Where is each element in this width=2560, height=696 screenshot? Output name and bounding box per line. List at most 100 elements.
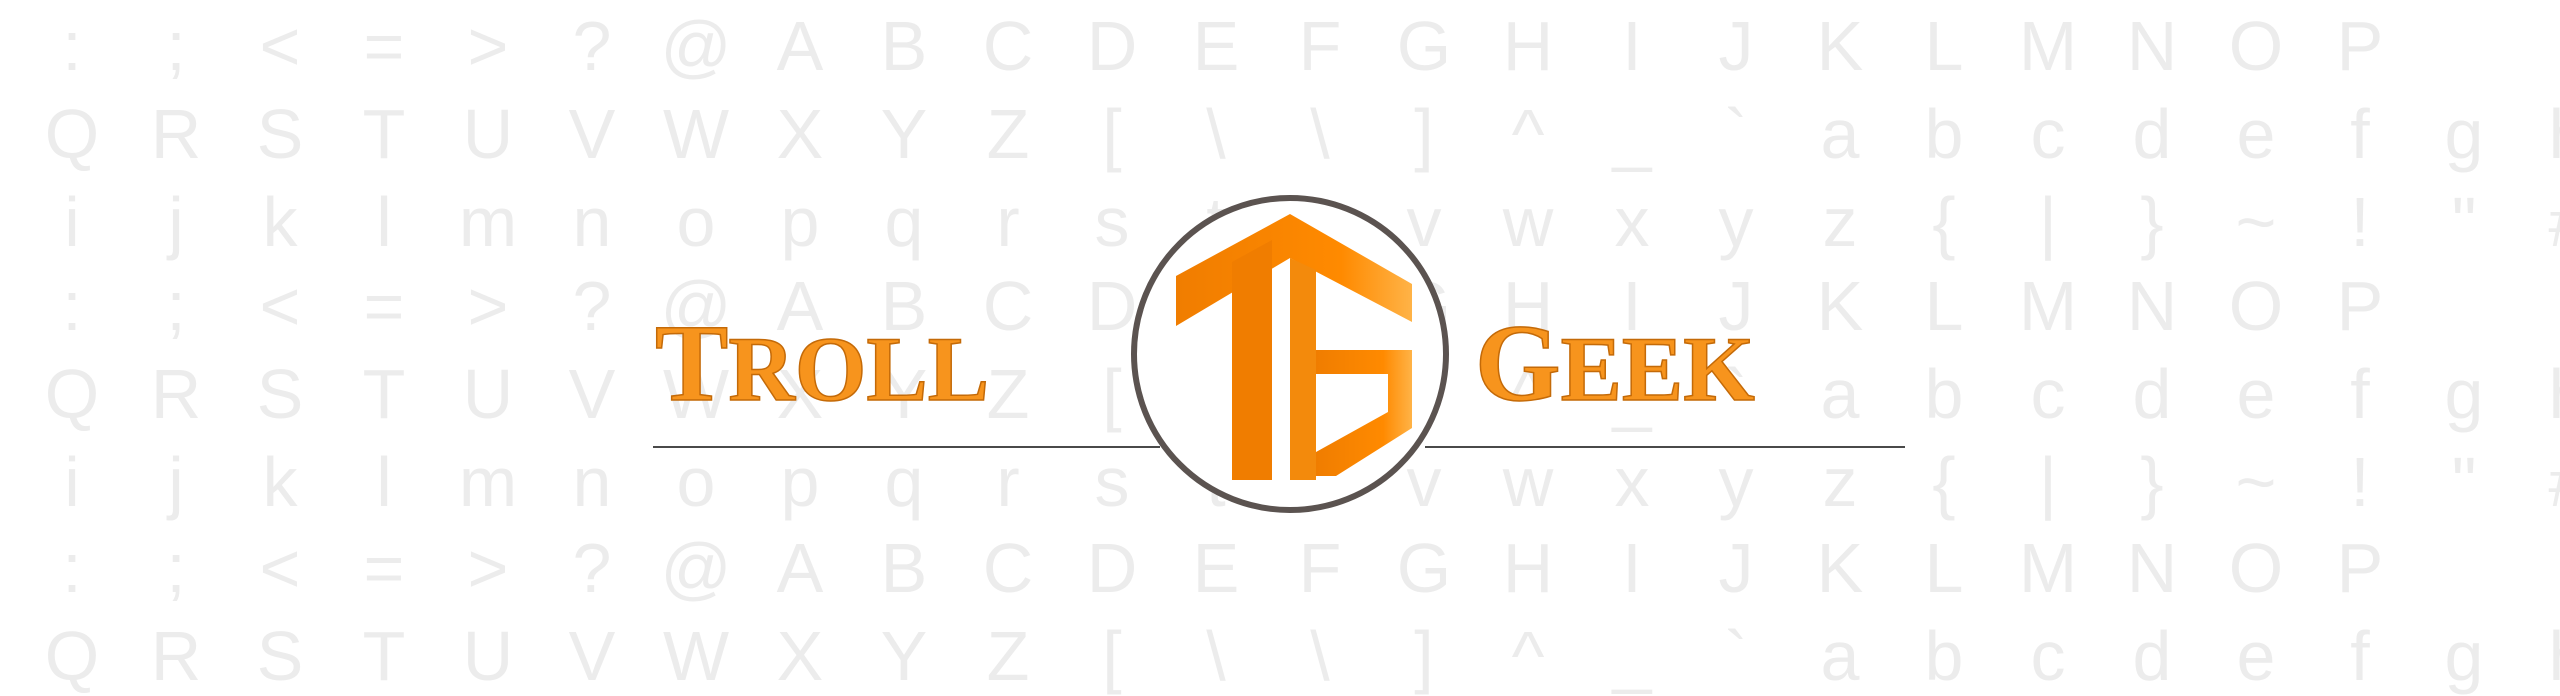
background-glyph: h [2516, 606, 2560, 696]
background-glyph: p [780, 443, 820, 521]
logo-word-geek-rest: EEK [1561, 318, 1755, 420]
background-glyph: ; [166, 7, 186, 85]
background-glyph: P [2336, 529, 2384, 607]
background-glyph: O [2228, 529, 2284, 607]
background-glyph: R [150, 95, 202, 173]
background-glyph: k [262, 443, 298, 521]
background-glyph: Y [880, 355, 928, 433]
background-glyph: g [2444, 95, 2484, 173]
emblem-g-stem [1290, 258, 1316, 480]
emblem-roof [1176, 214, 1412, 326]
background-glyph: ? [572, 267, 612, 345]
background-glyph: ` [1724, 355, 1748, 433]
background-glyph: h [2516, 344, 2560, 444]
background-glyph: A [776, 267, 824, 345]
background-glyph: F [1298, 529, 1342, 607]
background-glyph: L [1924, 7, 1964, 85]
background-glyph: I [1622, 7, 1642, 85]
background-glyph: A [776, 7, 824, 85]
background-glyph: Q [44, 617, 100, 695]
background-glyph: v [1406, 443, 1442, 521]
background-glyph: K [1816, 267, 1864, 345]
background-glyph: # [2516, 432, 2560, 532]
background-glyph: j [168, 443, 184, 521]
logo-word-geek: GEEK [1475, 302, 1755, 424]
background-glyph: > [467, 267, 509, 345]
background-glyph: e [2236, 355, 2276, 433]
background-glyph: b [1924, 355, 1964, 433]
background-glyph: J [1718, 7, 1754, 85]
background-glyph: ? [572, 7, 612, 85]
background-glyph: T [362, 355, 406, 433]
background-glyph: T [362, 95, 406, 173]
background-glyph: ] [1414, 95, 1434, 173]
background-glyph: x [1614, 443, 1650, 521]
background-glyph: [ [1102, 355, 1122, 433]
background-glyph: i [64, 443, 80, 521]
background-glyph: R [150, 617, 202, 695]
background-glyph: L [1924, 267, 1964, 345]
background-glyph: e [2236, 617, 2276, 695]
background-glyph: Z [986, 355, 1030, 433]
background-glyph: M [2018, 529, 2078, 607]
logo-word-troll: TROLL [655, 302, 989, 424]
background-glyph: g [2444, 355, 2484, 433]
background-glyph: ^ [1511, 355, 1545, 433]
background-glyph: Y [880, 617, 928, 695]
background-glyph: G [1396, 7, 1452, 85]
background-glyph: \ [1206, 617, 1226, 695]
background-glyph: E [1192, 529, 1240, 607]
background-glyph: V [568, 95, 616, 173]
background-glyph: Z [986, 95, 1030, 173]
background-glyph: D [1086, 529, 1138, 607]
background-glyph: E [1192, 7, 1240, 85]
background-glyph: _ [1612, 355, 1652, 433]
background-glyph: D [1086, 267, 1138, 345]
background-glyph: m [458, 183, 518, 261]
background-glyph: e [2236, 95, 2276, 173]
background-glyph: } [2140, 183, 2164, 261]
background-glyph: I [1622, 267, 1642, 345]
background-glyph: T [362, 617, 406, 695]
background-glyph: U [462, 355, 514, 433]
background-glyph: \ [1310, 95, 1330, 173]
background-glyph: ` [1724, 95, 1748, 173]
background-glyph: = [363, 7, 405, 85]
background-glyph: j [168, 183, 184, 261]
background-glyph: H [1502, 529, 1554, 607]
logo-word-geek-initial: G [1475, 302, 1561, 424]
background-glyph: " [2451, 443, 2477, 521]
background-glyph: R [150, 355, 202, 433]
background-glyph: { [1932, 443, 1956, 521]
background-glyph: < [259, 267, 301, 345]
background-glyph: W [662, 355, 730, 433]
background-glyph: " [2451, 183, 2477, 261]
background-glyph: S [256, 355, 304, 433]
background-glyph: ^ [1511, 617, 1545, 695]
background-glyph: X [776, 95, 824, 173]
background-glyph: I [1622, 529, 1642, 607]
background-glyph: > [467, 7, 509, 85]
background-glyph: W [662, 617, 730, 695]
background-glyph: = [363, 529, 405, 607]
background-glyph: | [2038, 183, 2058, 261]
background-glyph: X [776, 355, 824, 433]
background-glyph: B [880, 7, 928, 85]
background-glyph: V [568, 617, 616, 695]
background-glyph: M [2018, 267, 2078, 345]
background-glyph: C [982, 267, 1034, 345]
background-glyph: J [1718, 267, 1754, 345]
background-glyph: O [2228, 267, 2284, 345]
background-glyph: ^ [1511, 95, 1545, 173]
background-glyph: W [662, 95, 730, 173]
background-glyph: y [1718, 183, 1754, 261]
background-glyph: | [2038, 443, 2058, 521]
background-glyph: < [259, 7, 301, 85]
background-glyph: h [2516, 84, 2560, 184]
background-glyph: : [62, 7, 82, 85]
background-glyph: w [1502, 443, 1554, 521]
